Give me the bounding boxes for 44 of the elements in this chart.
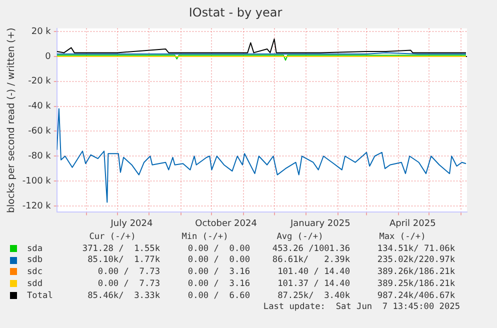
legend-label: sdd [27,278,43,289]
text: Min (-/+) [180,232,230,244]
text: 389.26k/186.21k [376,267,455,279]
text: 101.37 / 14.40 [276,278,350,291]
legend-label: sda [27,244,43,254]
text: 0.00 / 0.00 [186,255,250,268]
text: Last update: Sat Jun 7 13:45:00 2025 [262,302,460,312]
y-axis-title: blocks per second read (-) / written (+) [6,28,18,214]
text: 87.25k/ 3.40k [276,290,350,302]
x-tick-label: October 2024 [195,218,258,229]
text: 85.10k/ 1.77k [86,255,160,268]
y-tick-label: -100 k [22,176,52,186]
y-tick-label: -20 k [28,76,52,87]
y-tick-label: -40 k [28,102,52,112]
chart-title: IOstat - by year [188,5,282,20]
text: 0.00 / 3.16 [186,278,250,291]
text: 371.28 / 1.55k [81,244,160,256]
text: 101.40 / 14.40 [276,267,350,279]
legend-label: sdb [27,255,43,266]
text: 389.25k/186.21k [376,278,455,291]
legend-label: Total [27,290,53,301]
y-tick-label: -80 k [28,151,52,162]
text: Avg (-/+) [276,232,324,244]
text: 85.46k/ 3.33k [86,290,160,302]
text: 0.00 / 3.16 [186,267,250,279]
x-tick-label: January 2025 [289,218,350,229]
text: 0.00 / 7.73 [96,267,160,279]
legend-label: sdc [27,267,43,278]
text: 86.61k/ 2.39k [271,255,350,268]
text: 0.00 / 7.73 [96,278,160,291]
text: 0.00 / 0.00 [186,244,250,256]
y-tick-label: 0 [45,52,52,62]
text: 0.00 / 6.60 [186,290,250,302]
text: 453.26 /1001.36 [271,244,350,256]
y-tick-label: -120 k [22,201,52,212]
text: 987.24k/406.67k [376,290,455,302]
text: 134.51k/ 71.06k [376,244,455,256]
text: Max (-/+) [378,232,427,244]
y-tick-label: 20 k [31,26,52,37]
text: Cur (-/+) [88,232,137,244]
y-tick-label: -60 k [28,126,52,137]
text: 235.02k/220.97k [376,255,455,268]
x-tick-label: July 2024 [110,218,153,229]
x-tick-label: April 2025 [389,218,436,229]
